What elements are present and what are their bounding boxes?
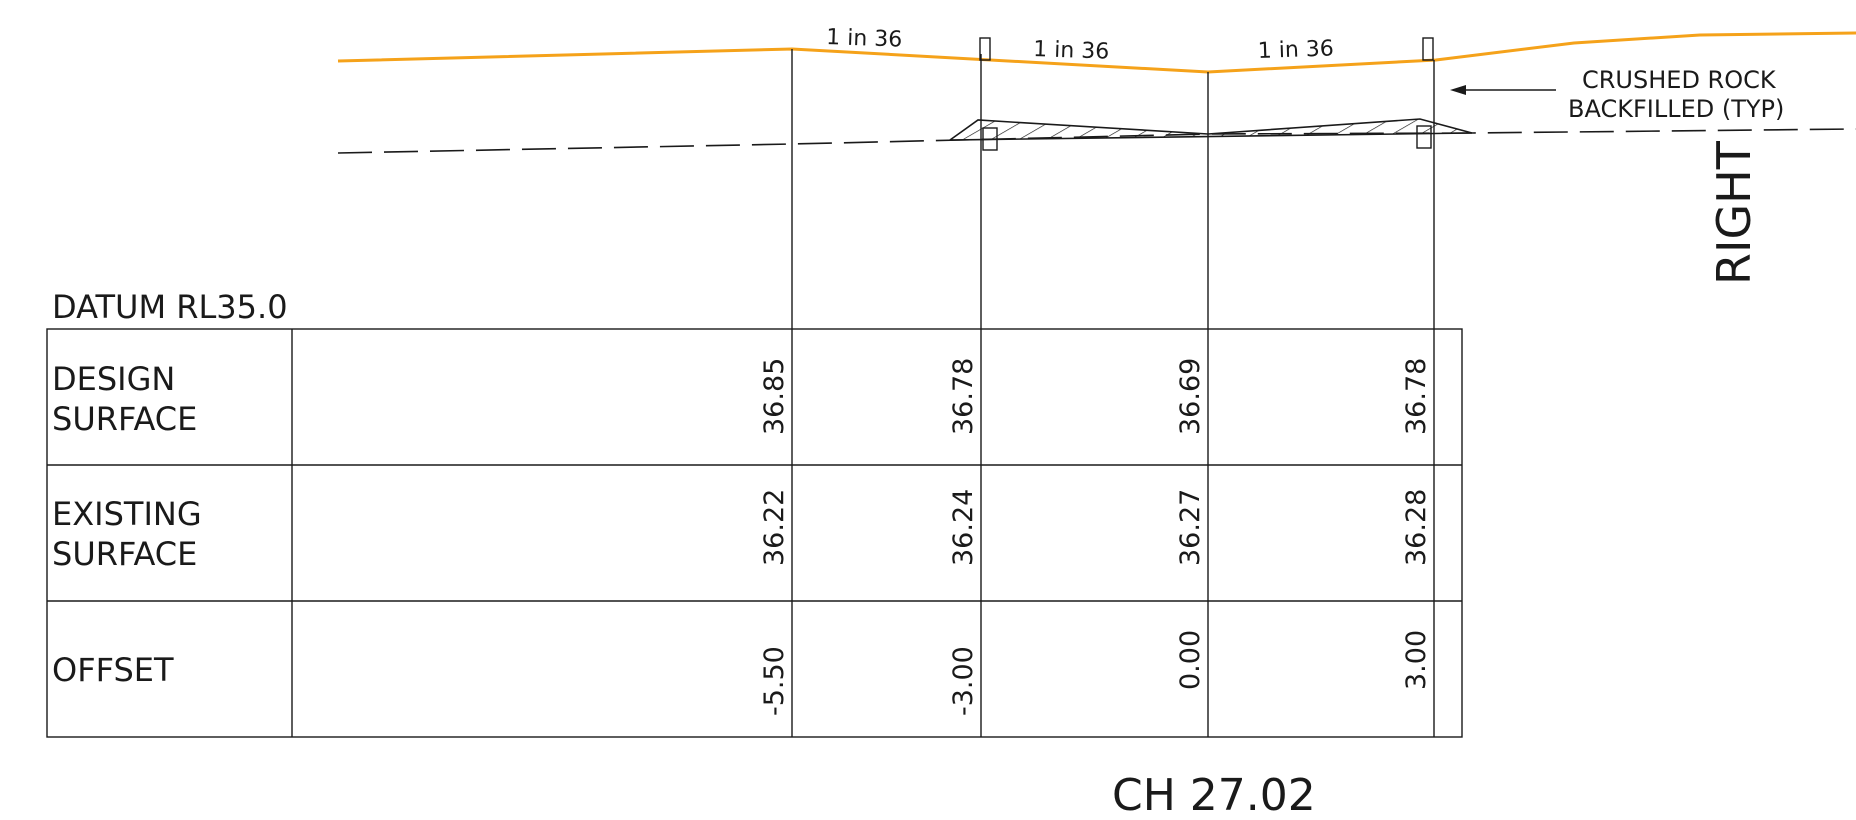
design-value-neg-5-50: 36.85 [759,358,790,435]
data-table-frame [46,328,1463,738]
side-label-right: RIGHT [1707,140,1761,285]
existing-value-neg-5-50: 36.22 [759,489,790,566]
design-value-neg-3-00: 36.78 [948,358,979,435]
row-label-design-line2: SURFACE [52,400,197,438]
chainage-label: CH 27.02 [1112,770,1316,820]
grade-label-left: 1 in 36 [826,25,903,53]
crushed-rock-label-line1: CRUSHED ROCK [1582,66,1777,94]
grade-label-mid: 1 in 36 [1033,37,1110,65]
crushed-rock-backfill [947,118,1473,141]
row-label-design-line1: DESIGN [52,360,175,398]
offset-value-neg-5-50: -5.50 [759,646,790,716]
offset-value-neg-3-00: -3.00 [948,646,979,716]
datum-label: DATUM RL35.0 [52,288,288,326]
design-value-3-00: 36.78 [1401,358,1432,435]
existing-value-3-00: 36.28 [1401,489,1432,566]
existing-value-0-00: 36.27 [1175,489,1206,566]
offset-value-0-00: 0.00 [1175,630,1206,690]
design-value-0-00: 36.69 [1175,358,1206,435]
offset-value-3-00: 3.00 [1401,630,1432,690]
row-label-existing-line2: SURFACE [52,535,197,573]
left-kerb-base [982,127,998,151]
right-kerb-base [1416,125,1432,149]
left-kerb-post [979,37,991,61]
crushed-rock-label-line2: BACKFILLED (TYP) [1568,95,1784,123]
row-label-existing-line1: EXISTING [52,495,202,533]
right-kerb-post [1422,37,1434,61]
grade-label-right: 1 in 36 [1257,36,1334,64]
row-label-offset: OFFSET [52,651,174,689]
existing-value-neg-3-00: 36.24 [948,489,979,566]
crushed-rock-arrowhead [1450,85,1466,95]
